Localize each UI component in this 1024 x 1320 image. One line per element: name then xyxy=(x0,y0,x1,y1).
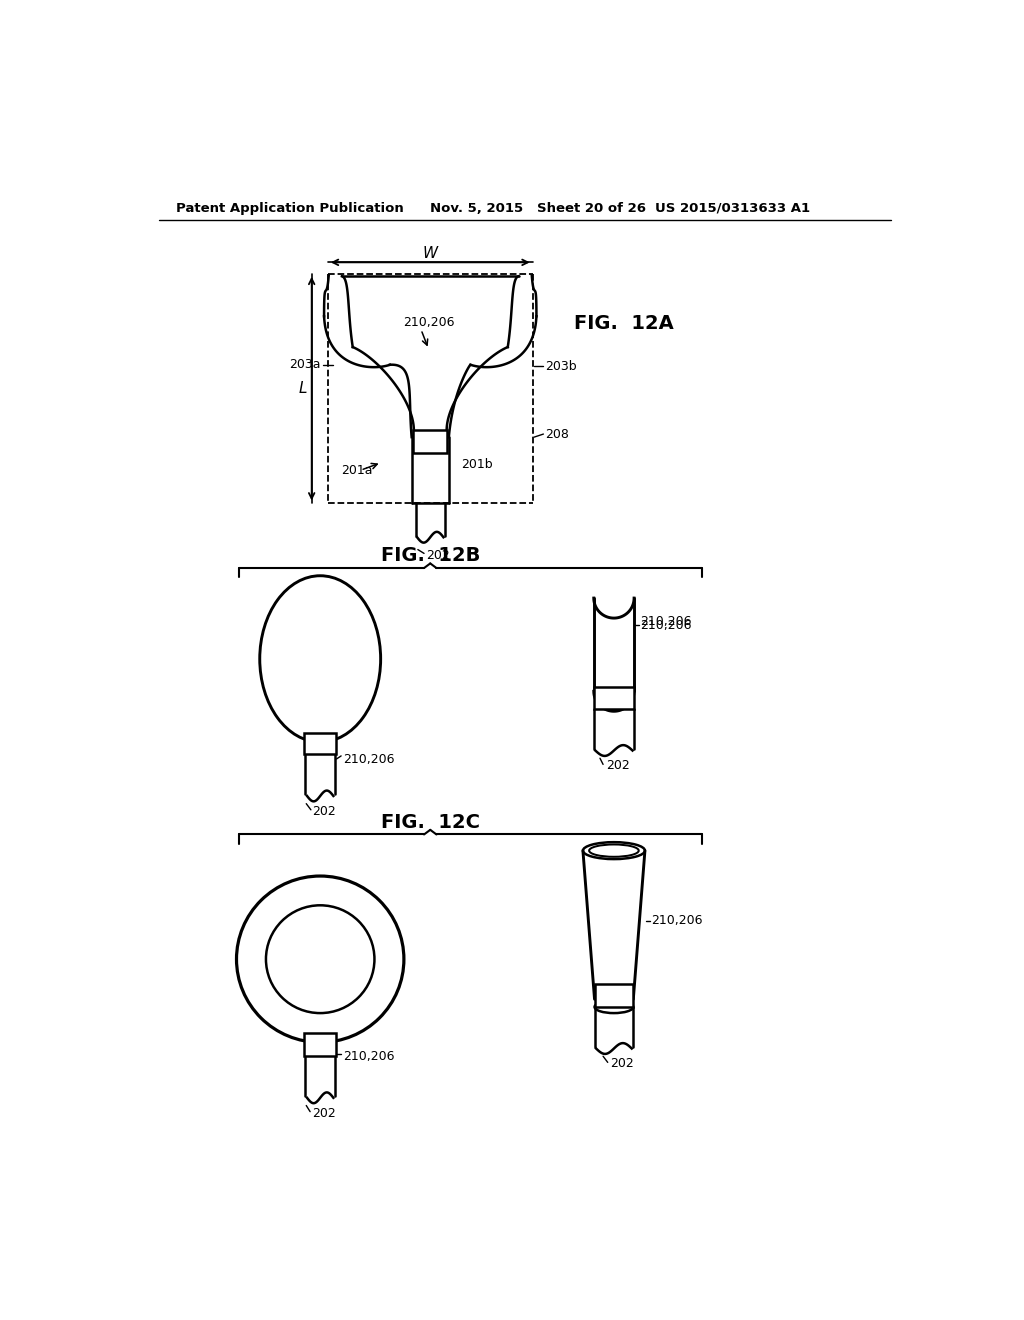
Text: 210,206: 210,206 xyxy=(651,915,702,927)
Bar xyxy=(304,733,337,755)
Text: W: W xyxy=(423,246,438,260)
Text: L: L xyxy=(298,381,306,396)
Bar xyxy=(304,1034,337,1056)
Text: FIG.  12A: FIG. 12A xyxy=(573,314,674,334)
Text: 203a: 203a xyxy=(289,358,321,371)
Text: 208: 208 xyxy=(545,428,568,441)
Text: 202: 202 xyxy=(426,549,451,562)
Text: FIG.  12C: FIG. 12C xyxy=(381,813,480,832)
Bar xyxy=(594,688,634,709)
Text: 202: 202 xyxy=(606,759,630,772)
Text: 202: 202 xyxy=(312,805,336,818)
Text: 210,206: 210,206 xyxy=(343,1049,394,1063)
Text: 201b: 201b xyxy=(461,458,493,471)
Bar xyxy=(595,983,633,1007)
Text: Nov. 5, 2015   Sheet 20 of 26: Nov. 5, 2015 Sheet 20 of 26 xyxy=(430,202,646,215)
Text: Patent Application Publication: Patent Application Publication xyxy=(176,202,403,215)
Bar xyxy=(414,430,447,453)
Text: 210,206: 210,206 xyxy=(343,752,394,766)
Text: 201a: 201a xyxy=(341,463,373,477)
Text: 210,206: 210,206 xyxy=(403,315,455,329)
Text: US 2015/0313633 A1: US 2015/0313633 A1 xyxy=(655,202,810,215)
Text: 202: 202 xyxy=(312,1106,336,1119)
Text: 203b: 203b xyxy=(545,360,577,372)
Text: 210,206: 210,206 xyxy=(640,615,692,628)
Text: 210,206: 210,206 xyxy=(640,619,692,631)
Text: 202: 202 xyxy=(610,1057,634,1071)
Text: FIG.  12B: FIG. 12B xyxy=(381,546,480,565)
